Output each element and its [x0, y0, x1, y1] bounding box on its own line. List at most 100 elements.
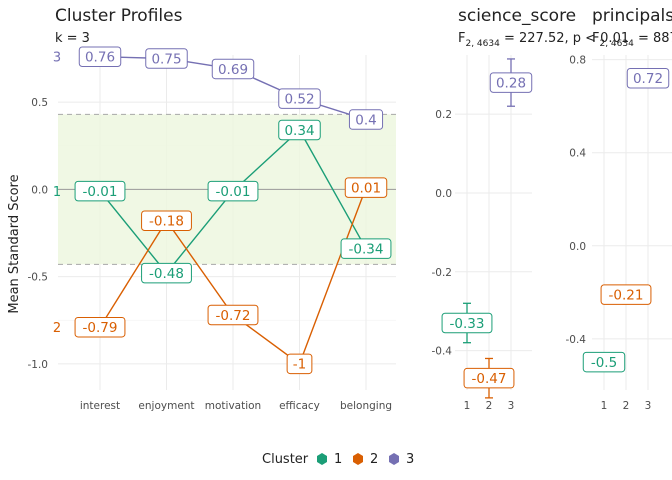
data-label-2-text: -1 — [293, 357, 306, 373]
data-label-3: 0.76 — [78, 46, 122, 67]
legend: Cluster 1 2 3 — [262, 452, 414, 467]
mean-label-box — [441, 312, 493, 334]
mean-label-text: -0.21 — [609, 287, 644, 303]
data-label-3-box — [211, 58, 255, 80]
x-tick-label: interest — [80, 400, 120, 412]
x-tick-label: 3 — [645, 400, 652, 412]
mean-label-text: 0.28 — [496, 75, 526, 91]
mean-label-text: -0.33 — [450, 316, 485, 332]
data-label-1-text: -0.01 — [83, 184, 118, 200]
mean-label-box — [582, 351, 626, 373]
y-tick-label: -0.4 — [432, 346, 453, 358]
data-label-1-text: -0.48 — [149, 266, 184, 282]
y-tick-label: 0.0 — [569, 241, 586, 253]
data-label-2: -1 — [286, 353, 313, 375]
y-tick-label: 0.8 — [569, 55, 586, 67]
data-label-2: -0.72 — [207, 304, 259, 326]
data-label-1: -0.48 — [141, 262, 192, 284]
y-tick-label: 0.5 — [31, 97, 48, 109]
y-tick-label: -0.2 — [432, 267, 453, 279]
mean-label: 0.72 — [626, 68, 670, 89]
principals-stat-rest: = 887 — [634, 31, 672, 46]
data-label-1: 0.34 — [278, 119, 321, 141]
science-stat-rest: = 227.52, p < 0.01 — [500, 31, 629, 46]
series-end-label: 3 — [53, 51, 61, 66]
data-label-2-box — [344, 177, 388, 198]
data-label-2-text: -0.18 — [149, 214, 184, 230]
data-label-1-text: 0.34 — [284, 123, 314, 139]
y-tick-label: -0.4 — [566, 334, 587, 346]
y-tick-label: -1.0 — [28, 359, 49, 371]
y-tick-label: 0.2 — [435, 109, 452, 121]
main-plot-panel: -1.0 -0.5 0.0 0.5 interest enjoyment motivatio… — [28, 46, 396, 412]
data-label-2: 0.01 — [344, 177, 388, 198]
mean-label-box — [600, 284, 652, 305]
y-tick-label: 0.0 — [435, 188, 452, 200]
science-stat-df: 2, 4634 — [465, 39, 500, 49]
principals-subtitle: F2, 4634 = 887 — [592, 31, 672, 49]
mean-label-box — [463, 367, 515, 389]
mean-label: -0.21 — [600, 284, 652, 305]
mean-label-box — [626, 68, 670, 89]
x-tick-label: 3 — [508, 400, 515, 412]
data-label-3: 0.52 — [278, 88, 321, 109]
data-label-3-text: 0.76 — [85, 50, 115, 66]
principals-plot-panel: -0.4 0.0 0.4 0.8 1 2 3 -0.5 -0.21 0.72 — [566, 55, 672, 412]
y-tick-label: 0.4 — [569, 148, 586, 160]
mean-label: -0.47 — [463, 367, 515, 389]
mean-label: 0.28 — [489, 72, 533, 93]
legend-key-shape — [353, 453, 363, 465]
series-end-label: 2 — [53, 321, 61, 336]
legend-key-label: 2 — [370, 452, 378, 467]
legend-key-2: 2 — [353, 452, 378, 467]
science-plot-panel: -0.4 -0.2 0.0 0.2 1 2 3 -0.33 -0.47 0.28 — [432, 55, 533, 412]
data-label-3: 0.69 — [211, 58, 255, 80]
x-tick-label: efficacy — [279, 400, 320, 412]
data-label-3-box — [78, 46, 122, 67]
principals-stat-letter: F — [592, 31, 599, 46]
main-chart-subtitle: k = 3 — [55, 31, 90, 46]
data-label-3-text: 0.69 — [218, 62, 248, 78]
data-label-3-box — [278, 88, 321, 109]
data-label-3-box — [348, 109, 384, 130]
data-label-2: -0.18 — [141, 210, 192, 232]
principals-title: principals — [592, 6, 672, 26]
mean-label-text: -0.47 — [472, 371, 507, 387]
x-tick-label: motivation — [205, 400, 261, 412]
data-label-3-text: 0.75 — [151, 51, 181, 67]
legend-key-3: 3 — [389, 452, 414, 467]
x-tick-label: belonging — [340, 400, 392, 412]
mean-label: -0.5 — [582, 351, 626, 373]
data-label-1: -0.34 — [340, 238, 392, 259]
legend-key-1: 1 — [317, 452, 342, 467]
science-subtitle: F2, 4634 = 227.52, p < 0.01 — [458, 31, 629, 49]
data-label-2-box — [207, 304, 259, 326]
science-stat-letter: F — [458, 31, 465, 46]
data-label-3-box — [145, 48, 188, 69]
legend-key-label: 1 — [334, 452, 342, 467]
data-label-1: -0.01 — [207, 180, 259, 202]
y-tick-label: -0.5 — [28, 272, 49, 284]
data-label-3-text: 0.52 — [284, 91, 314, 107]
data-label-1-text: -0.01 — [216, 184, 251, 200]
science-title: science_score — [458, 6, 576, 26]
data-label-2-text: 0.01 — [351, 180, 381, 196]
legend-key-label: 3 — [406, 452, 414, 467]
data-label-3: 0.75 — [145, 48, 188, 69]
data-label-1-box — [207, 180, 259, 202]
data-label-1-box — [74, 180, 126, 202]
mean-label-text: -0.5 — [591, 355, 617, 371]
main-chart-title: Cluster Profiles — [55, 6, 183, 26]
data-label-1-box — [141, 262, 192, 284]
data-label-2-box — [286, 353, 313, 375]
data-label-2-box — [74, 316, 126, 338]
data-label-2-box — [141, 210, 192, 232]
data-label-1: -0.01 — [74, 180, 126, 202]
data-label-1-box — [278, 119, 321, 141]
series-end-label: 1 — [53, 185, 61, 200]
x-tick-label: 2 — [623, 400, 630, 412]
legend-key-shape — [389, 453, 399, 465]
data-label-2: -0.79 — [74, 316, 126, 338]
data-label-3: 0.4 — [348, 109, 384, 130]
